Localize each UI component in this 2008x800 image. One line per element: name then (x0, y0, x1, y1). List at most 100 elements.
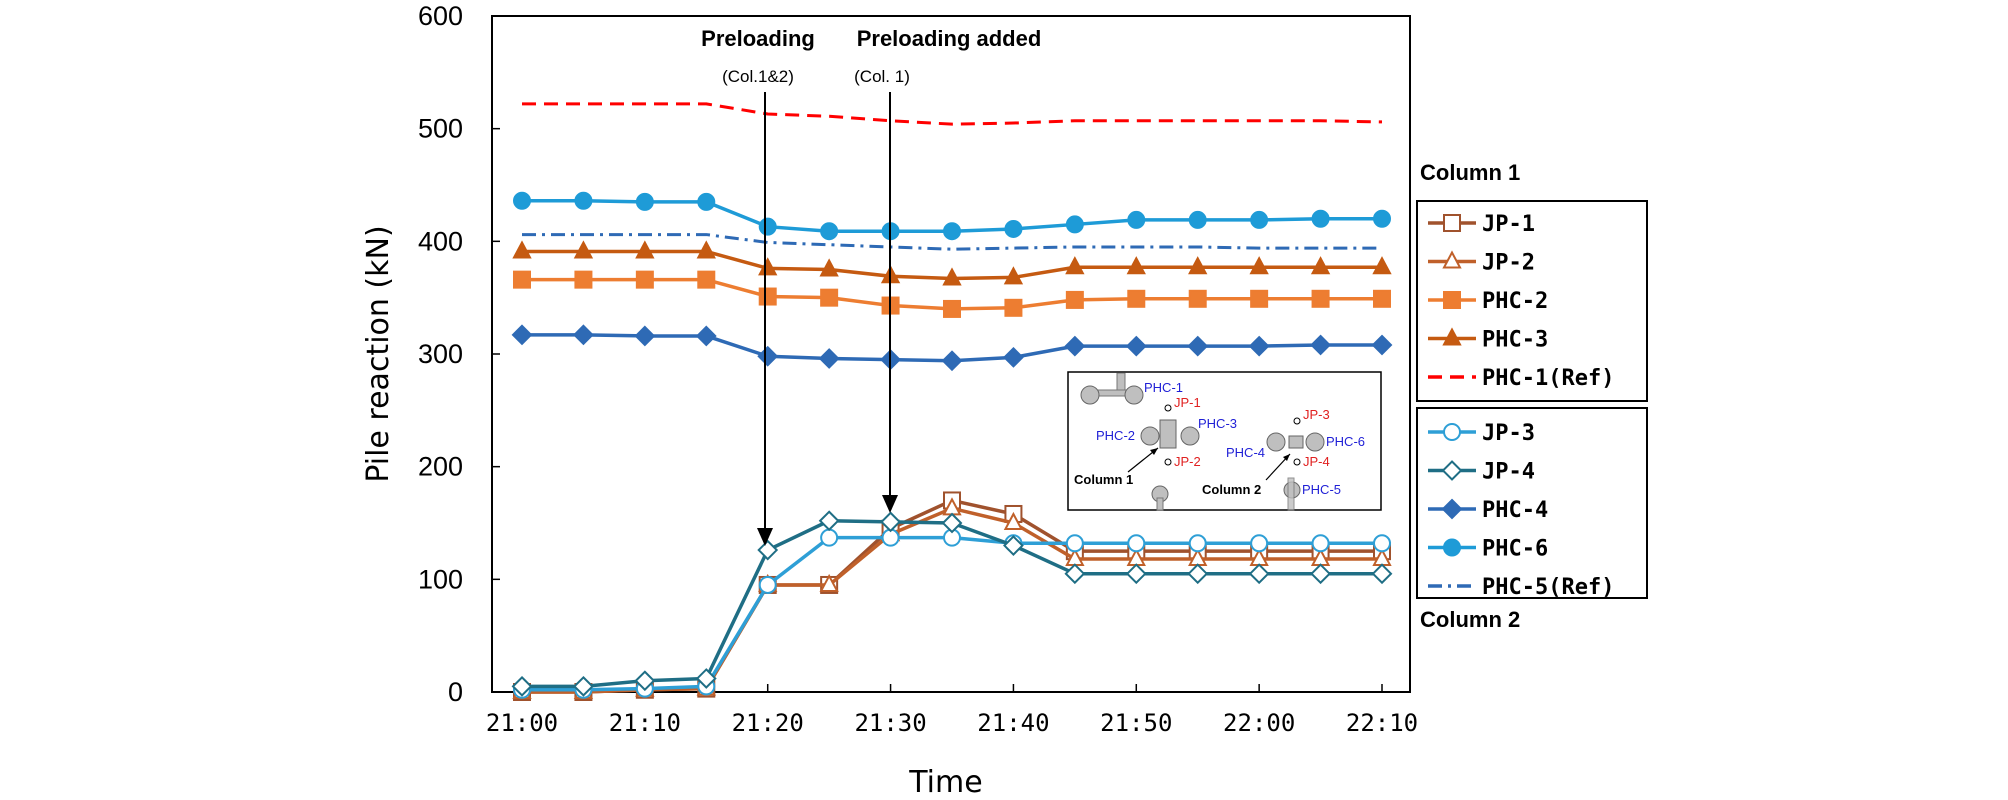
y-tick-label: 0 (448, 677, 463, 707)
data-point-phc-3 (819, 258, 839, 277)
data-point-phc-3 (696, 240, 716, 259)
preloading-annotations: Preloading (Col.1&2) Preloading added (C… (701, 26, 1041, 546)
y-axis-ticks: 0 100 200 300 400 500 600 (418, 1, 500, 707)
data-point-jp-3 (1373, 534, 1391, 553)
pile-layout-inset: PHC-1 JP-1 PHC-2 PHC-3 JP-2 Column 1 JP-… (1067, 371, 1382, 511)
data-point-phc-6 (1250, 210, 1269, 229)
data-point-phc-4 (941, 350, 963, 372)
x-tick-label: 22:00 (1223, 709, 1295, 737)
legend-item-jp-4: JP-4 (1428, 460, 1535, 485)
series-phc-4 (511, 324, 1393, 372)
legend-label-jp-2: JP-2 (1482, 251, 1535, 276)
inset-label-jp-2: JP-2 (1174, 454, 1201, 469)
data-point-phc-2 (1311, 289, 1330, 308)
annotation-arrowhead-preloading-added (882, 495, 898, 513)
x-tick-label: 21:30 (854, 709, 926, 737)
data-point-phc-6 (943, 222, 961, 241)
data-point-phc-6 (1188, 210, 1207, 229)
data-point-phc-6 (820, 222, 839, 241)
x-tick-label: 21:00 (486, 709, 558, 737)
legend-marker-jp-2 (1442, 250, 1462, 269)
data-point-phc-3 (1065, 256, 1085, 275)
data-point-phc-4 (818, 348, 840, 369)
data-point-jp-4 (573, 675, 594, 697)
data-point-jp-4 (818, 510, 840, 532)
inset-label-jp-1: JP-1 (1174, 395, 1201, 410)
legend-item-phc-4: PHC-4 (1428, 498, 1548, 523)
data-point-jp-4 (941, 512, 963, 534)
y-tick-label: 600 (418, 1, 463, 31)
data-point-phc-2 (1250, 289, 1269, 308)
legend-label-phc-4: PHC-4 (1482, 498, 1548, 523)
legend-label-phc-2: PHC-2 (1482, 289, 1548, 314)
data-point-jp-4 (1003, 535, 1024, 556)
legend-item-phc-2: PHC-2 (1428, 289, 1548, 314)
data-point-jp-2 (1003, 511, 1024, 530)
data-point-phc-2 (513, 270, 531, 289)
data-point-phc-6 (574, 191, 593, 210)
legend-item-jp-1: JP-1 (1428, 212, 1535, 237)
data-point-phc-2 (1373, 289, 1391, 308)
y-tick-label: 400 (418, 226, 463, 256)
legend-marker-jp-4 (1441, 460, 1463, 481)
series-phc-5-ref (522, 233, 1382, 251)
legend-group-column-2-title: Column 2 (1420, 607, 1520, 632)
inset-label-phc-4: PHC-4 (1226, 445, 1265, 460)
annotation-preloading-added-subtitle: (Col. 1) (854, 67, 910, 86)
data-point-phc-2 (1188, 289, 1207, 308)
data-point-jp-3 (820, 528, 839, 547)
data-point-jp-4 (1064, 563, 1086, 585)
data-point-jp-2 (819, 573, 839, 592)
data-point-jp-3 (1250, 534, 1269, 553)
data-point-phc-4 (1003, 346, 1024, 368)
series-phc-6 (513, 191, 1391, 241)
data-point-phc-6 (1127, 210, 1146, 229)
data-point-phc-4 (1187, 335, 1209, 357)
series-phc-2 (513, 270, 1391, 318)
legend-item-jp-2: JP-2 (1428, 250, 1535, 276)
data-point-phc-4 (1371, 334, 1393, 356)
data-point-phc-2 (697, 270, 716, 289)
x-tick-label: 22:10 (1346, 709, 1418, 737)
data-point-phc-2 (758, 287, 777, 306)
data-point-jp-4 (634, 670, 656, 692)
legend-item-jp-3: JP-3 (1428, 421, 1535, 446)
legend-label-jp-4: JP-4 (1482, 460, 1535, 485)
data-point-phc-4 (511, 324, 533, 346)
data-point-jp-4 (1125, 563, 1147, 585)
data-point-jp-3 (1127, 534, 1146, 553)
data-point-phc-3 (942, 267, 962, 286)
x-tick-label: 21:40 (977, 709, 1049, 737)
data-point-phc-4 (573, 324, 594, 346)
series-phc-1-ref (522, 102, 1383, 126)
data-point-phc-6 (758, 217, 777, 236)
legend-group-column-1-title: Column 1 (1420, 160, 1520, 185)
data-point-phc-4 (1248, 335, 1270, 357)
legend: Column 1 Column 2 JP-1 JP-2 PHC-2 PHC-3 PHC-… (1416, 160, 1648, 632)
data-point-phc-3 (1372, 256, 1392, 275)
series-line-phc-1-ref (522, 102, 1383, 126)
data-point-phc-2 (943, 299, 961, 318)
data-point-phc-3 (635, 240, 655, 259)
data-point-phc-6 (697, 192, 716, 211)
legend-label-phc-6: PHC-6 (1482, 537, 1548, 562)
legend-item-phc-1-ref: PHC-1(Ref) (1428, 366, 1614, 391)
data-point-phc-6 (1373, 209, 1391, 228)
annotation-preloading-added-title: Preloading added (857, 26, 1042, 51)
legend-box-column-2 (1416, 407, 1648, 599)
data-point-phc-2 (635, 270, 654, 289)
pile-phc-1-symbol (1080, 385, 1100, 405)
data-point-phc-6 (1004, 219, 1023, 238)
legend-label-jp-1: JP-1 (1482, 212, 1535, 237)
y-tick-label: 300 (418, 339, 463, 369)
legend-label-phc-1-ref: PHC-1(Ref) (1482, 366, 1614, 391)
legend-label-jp-3: JP-3 (1482, 421, 1535, 446)
legend-box-column-1 (1416, 200, 1648, 402)
series-line-phc-5-ref (522, 233, 1382, 251)
inset-label-phc-3: PHC-3 (1198, 416, 1237, 431)
legend-marker-phc-4 (1441, 498, 1463, 520)
data-point-jp-4 (511, 675, 533, 697)
y-tick-label: 100 (418, 564, 463, 594)
data-point-jp-3 (758, 575, 777, 594)
x-axis-ticks: 21:00 21:10 21:20 21:30 21:40 21:50 22:00 22:10 (486, 684, 1418, 737)
